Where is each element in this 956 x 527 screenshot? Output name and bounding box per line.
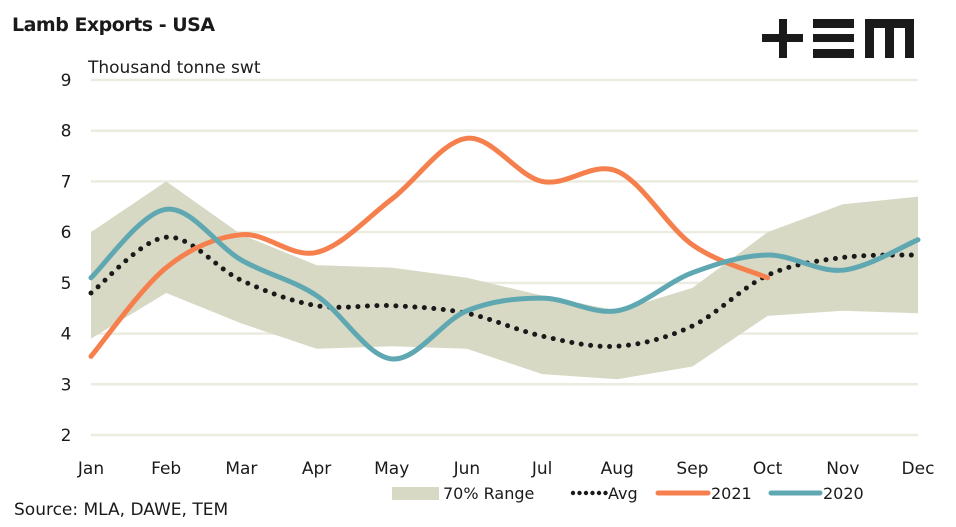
x-tick-label: Nov <box>826 459 859 479</box>
y-tick-label: 6 <box>61 223 72 243</box>
x-tick-label: Mar <box>225 459 257 479</box>
logo-equals-bottom <box>813 49 854 58</box>
legend-avg-dot <box>596 490 602 496</box>
tem-logo <box>762 19 914 58</box>
legend-swatch-range <box>392 487 439 500</box>
logo-plus-vertical <box>779 19 787 58</box>
x-tick-label: Oct <box>753 459 783 479</box>
legend-item-2021: 2021 <box>655 484 752 503</box>
series-line-avg <box>88 234 921 350</box>
logo-m <box>865 19 914 58</box>
legend-avg-dot <box>577 490 582 496</box>
series-line-2020 <box>88 206 921 362</box>
legend-label-avg: Avg <box>608 484 638 503</box>
legend-item-range: 70% Range <box>392 484 534 503</box>
y-tick-label: 9 <box>61 71 72 91</box>
x-tick-label: Jun <box>453 459 481 479</box>
logo-equals-mid <box>813 34 854 42</box>
x-tick-label: Jan <box>77 459 104 479</box>
y-tick-label: 7 <box>61 172 72 192</box>
legend-item-2020: 2020 <box>768 484 864 503</box>
source-note: Source: MLA, DAWE, TEM <box>14 500 228 520</box>
x-tick-label: Feb <box>151 459 181 479</box>
legend: 70% Range Avg 2021 2020 <box>392 484 864 503</box>
legend-label-range: 70% Range <box>443 484 534 503</box>
x-tick-label: Jul <box>531 459 553 479</box>
y-axis-label: Thousand tonne swt <box>87 58 261 78</box>
y-tick-label: 8 <box>61 122 72 142</box>
legend-avg-dot <box>583 490 589 496</box>
range-band <box>91 181 918 380</box>
x-tick-label: Apr <box>302 459 331 479</box>
logo-equals-top <box>813 19 854 28</box>
x-tick-label: Sep <box>676 459 708 479</box>
legend-label-2021: 2021 <box>711 484 752 503</box>
legend-avg-dot <box>603 490 608 496</box>
y-tick-label: 4 <box>61 325 72 345</box>
legend-avg-dot <box>570 490 576 496</box>
chart-title: Lamb Exports - USA <box>12 14 215 36</box>
x-tick-label: Dec <box>902 459 935 479</box>
legend-swatch-avg <box>570 490 608 496</box>
plot-area <box>88 135 921 380</box>
x-ticks: Jan Feb Mar Apr May Jun Jul Aug Sep Oct Nov Dec <box>77 459 935 479</box>
series-line-2021 <box>88 135 771 359</box>
legend-label-2020: 2020 <box>823 484 864 503</box>
x-tick-label: May <box>374 459 409 479</box>
y-tick-label: 3 <box>61 375 72 395</box>
x-tick-label: Aug <box>601 459 634 479</box>
legend-avg-dot <box>590 490 595 496</box>
y-tick-label: 2 <box>61 426 72 446</box>
legend-item-avg: Avg <box>570 484 638 503</box>
y-ticks: 2 3 4 5 6 7 8 9 <box>61 71 72 446</box>
y-tick-label: 5 <box>61 274 72 294</box>
